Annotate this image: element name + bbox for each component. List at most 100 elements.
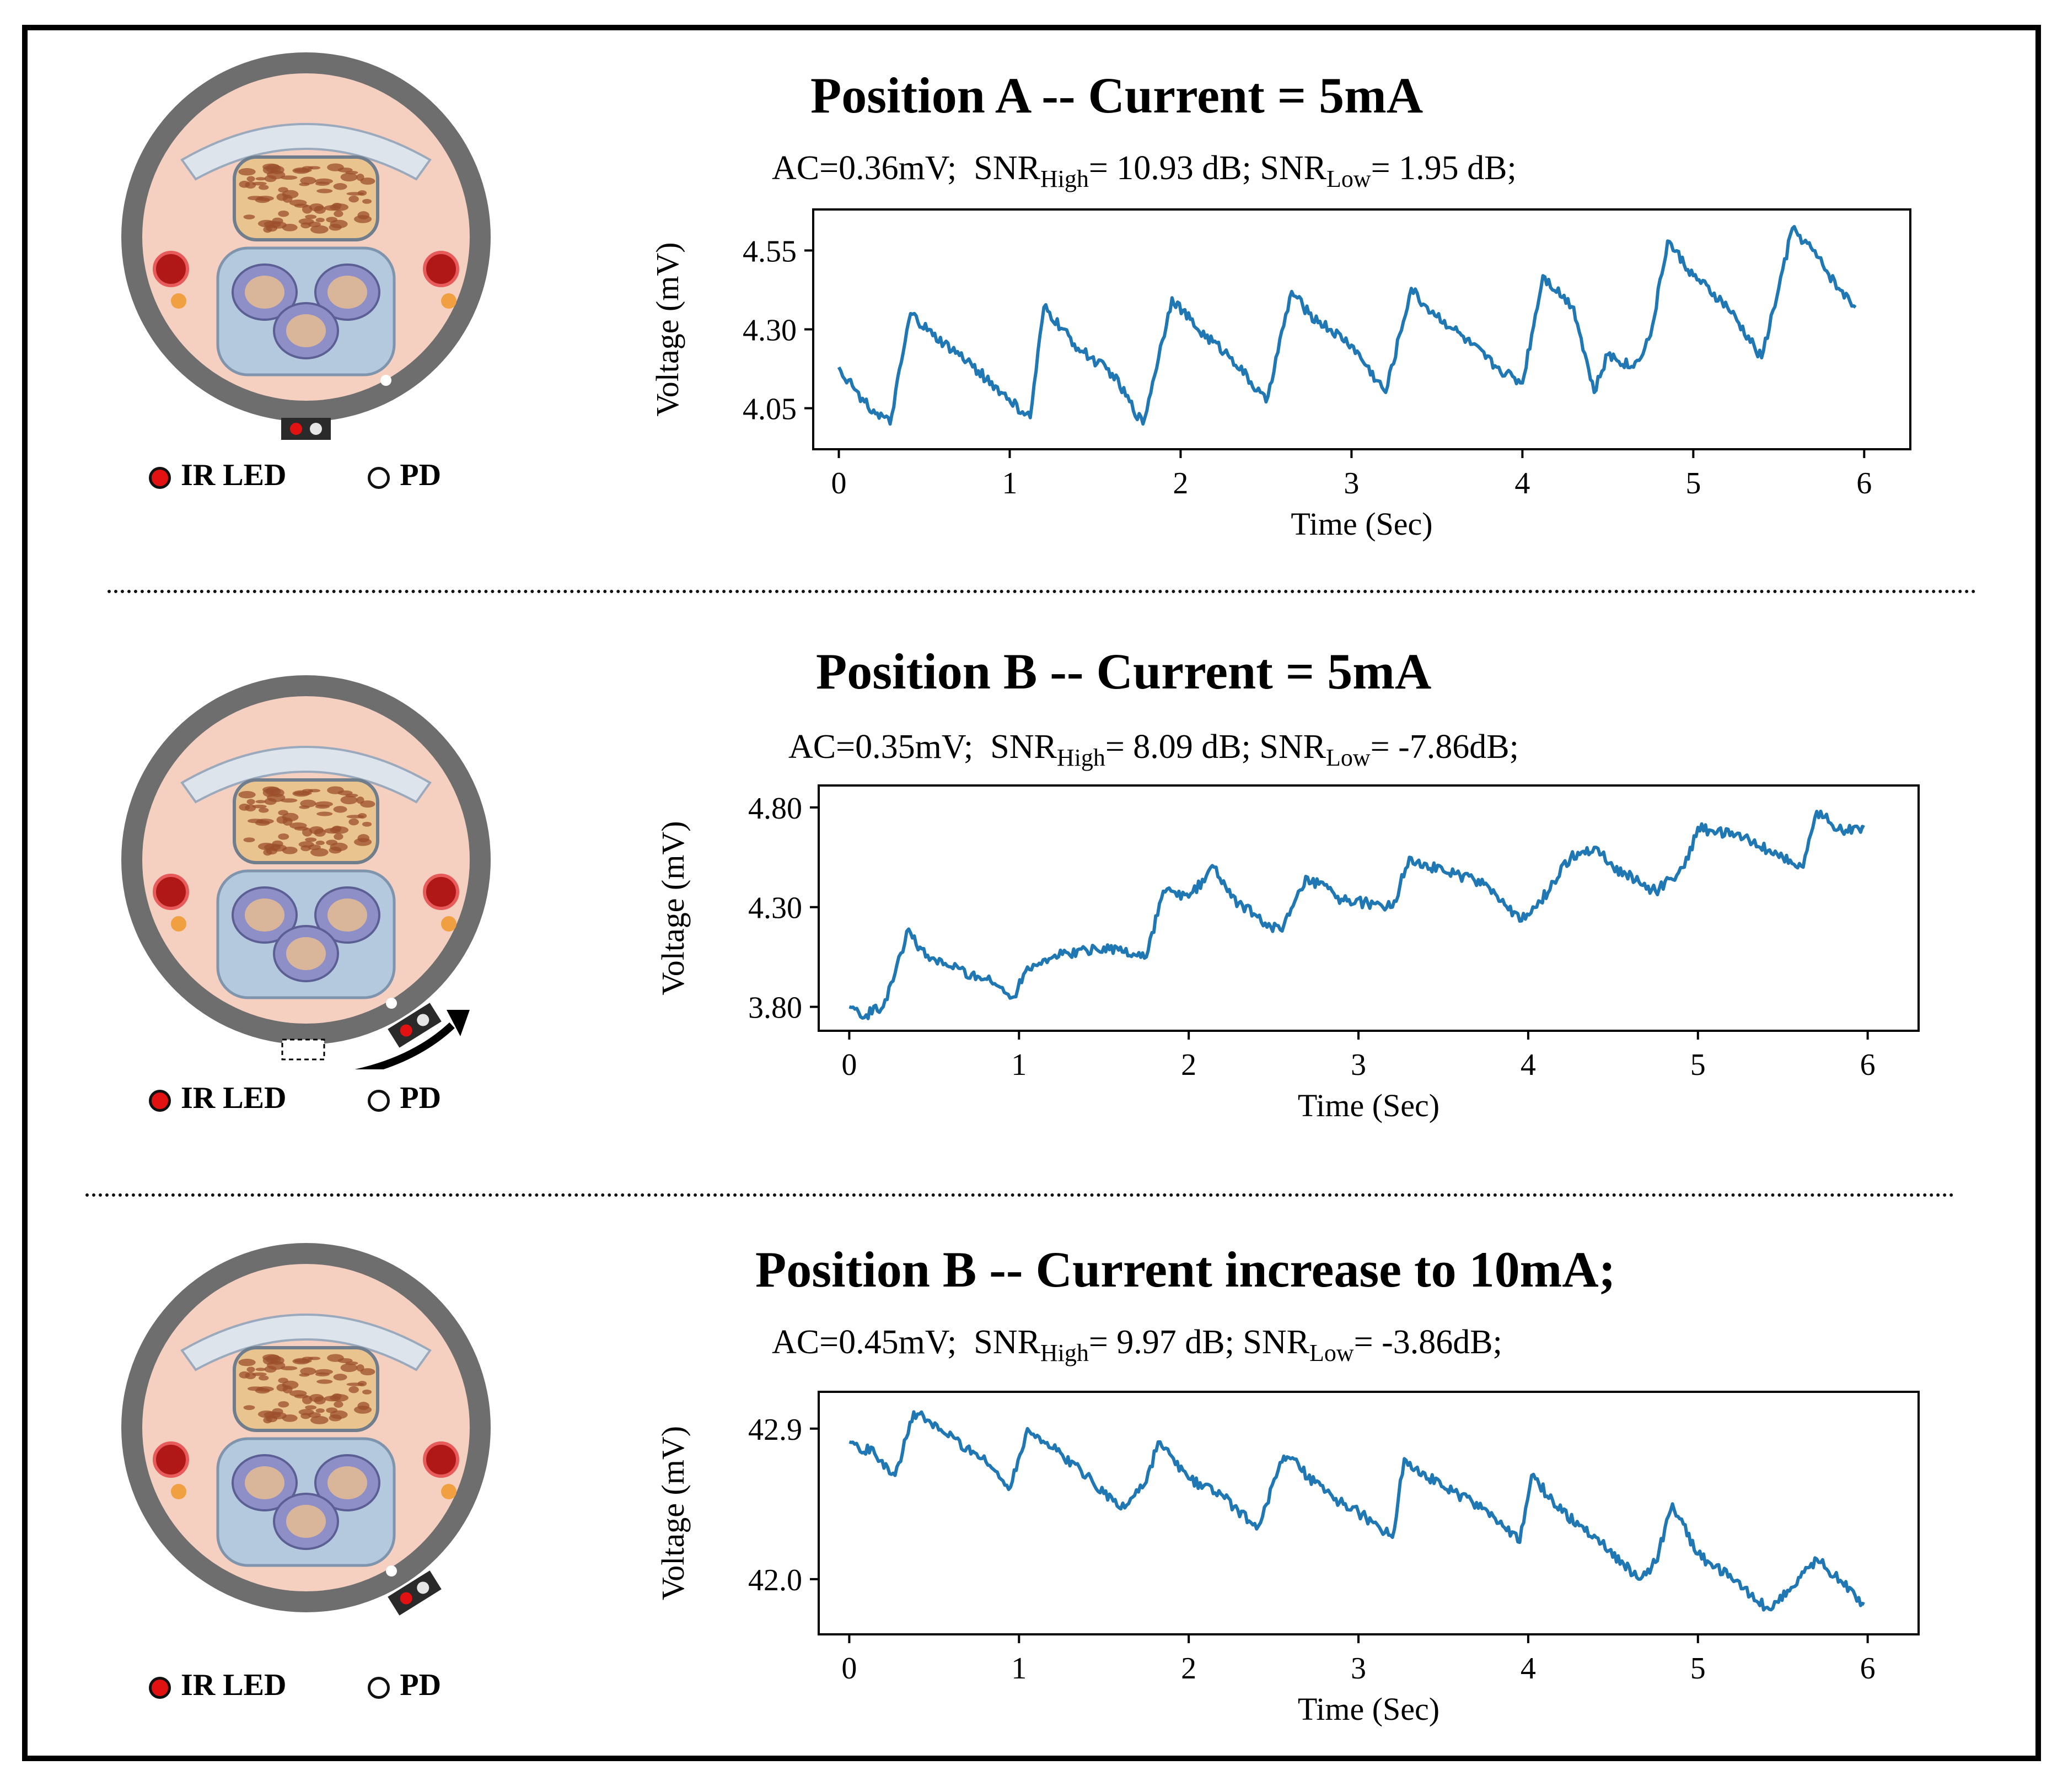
trabecular-texture-mark — [264, 175, 277, 182]
panel-2-title: Position B -- Current = 5mA — [816, 643, 1432, 699]
trabecular-texture-mark — [337, 167, 353, 173]
panel-3-legend: IR LED PD — [149, 1667, 441, 1703]
trabecular-texture-mark — [357, 1402, 370, 1411]
trabecular-texture-mark — [299, 805, 310, 809]
trabecular-texture-mark — [309, 1393, 324, 1402]
trabecular-texture-mark — [337, 1358, 353, 1363]
trabecular-texture-mark — [329, 1414, 342, 1422]
ir-led-icon — [400, 1024, 412, 1037]
sensor-module — [281, 418, 331, 440]
panel-2-ac: AC=0.35mV; — [788, 728, 974, 766]
trabecular-texture-mark — [247, 196, 264, 201]
panel-1-snr-low-sub: Low — [1326, 165, 1371, 192]
ir-led-legend-icon — [149, 467, 171, 489]
trabecular-texture-mark — [257, 842, 275, 851]
trabecular-texture-mark — [294, 826, 309, 831]
trabecular-texture-mark — [305, 1405, 317, 1410]
trabecular-texture-mark — [362, 198, 372, 204]
panel-1-snr-low-value: = 1.95 dB; — [1371, 149, 1517, 187]
plot-frame — [818, 1391, 1920, 1635]
trabecular-texture-mark — [332, 1393, 342, 1399]
trabecular-texture-mark — [263, 1417, 272, 1424]
divider-2 — [85, 1193, 1954, 1197]
trabecular-texture-mark — [333, 1374, 347, 1381]
trabecular-texture-mark — [298, 841, 314, 848]
trabecular-texture-mark — [298, 218, 314, 225]
trabecular-texture-mark — [348, 818, 359, 826]
trabecular-texture-mark — [245, 1372, 256, 1380]
nerve-shape — [441, 916, 456, 932]
panel-2-snr-high-value: = 8.09 dB; — [1105, 728, 1251, 766]
trabecular-texture-mark — [278, 187, 288, 193]
panel-2-metrics: AC=0.35mV; SNRHigh= 8.09 dB; SNRLow= -7.… — [788, 728, 1519, 772]
panel-2-snr-high-label: SNR — [990, 728, 1057, 766]
trabecular-texture-mark — [258, 808, 269, 813]
trabecular-texture-mark — [348, 1386, 359, 1393]
x-tick-label: 4 — [1521, 1651, 1536, 1686]
trabecular-texture-mark — [264, 1365, 277, 1373]
figure-frame — [22, 25, 2041, 1761]
trabecular-texture-mark — [243, 214, 255, 220]
arrow-head-icon — [447, 1010, 470, 1036]
photodiode-icon — [310, 423, 322, 435]
trabecular-texture-mark — [294, 1394, 309, 1398]
x-tick-label: 2 — [1173, 466, 1188, 501]
ppg-signal-line — [837, 225, 1857, 426]
trabecular-texture-mark — [298, 1409, 314, 1416]
panel-3-wrist-diagram — [121, 1243, 491, 1616]
x-tick-label: 0 — [831, 466, 846, 501]
panel-3-snr-high-value: = 9.97 dB; — [1088, 1323, 1234, 1361]
reference-dot — [386, 998, 397, 1009]
trabecular-texture-mark — [282, 195, 293, 203]
pd-legend-icon — [368, 1677, 390, 1699]
trabecular-texture-mark — [243, 1405, 255, 1411]
trabecular-texture-mark — [265, 1354, 281, 1364]
trabecular-texture-mark — [255, 1368, 266, 1371]
trabecular-texture-mark — [265, 787, 281, 796]
trabecular-texture-mark — [255, 177, 266, 181]
trabecular-texture-mark — [305, 837, 317, 842]
photodiode-icon — [417, 1581, 429, 1594]
artery-shape — [153, 251, 189, 287]
panel-1-snr-high-value: = 10.93 dB; — [1088, 149, 1251, 187]
panel-2-snr-low-sub: Low — [1325, 744, 1371, 771]
trabecular-texture-mark — [310, 848, 329, 857]
y-tick-label: 42.0 — [748, 1563, 802, 1597]
pd-legend-label: PD — [400, 1081, 442, 1115]
ppg-signal-line — [848, 1410, 1865, 1612]
trabecular-texture-mark — [315, 840, 325, 846]
sensor-housing — [388, 1003, 442, 1048]
x-tick-label: 3 — [1344, 466, 1359, 501]
trabecular-texture-mark — [238, 168, 256, 176]
panel-3-metrics: AC=0.45mV; SNRHigh= 9.97 dB; SNRLow= -3.… — [772, 1323, 1502, 1367]
trabecular-texture-mark — [309, 826, 324, 835]
trabecular-texture-mark — [272, 840, 283, 847]
trabecular-texture-mark — [329, 847, 342, 854]
trabecular-texture-mark — [264, 798, 277, 805]
trabecular-texture-mark — [362, 1389, 372, 1395]
trabecular-texture-mark — [258, 1375, 269, 1381]
trabecular-texture-mark — [315, 1369, 333, 1375]
previous-position-outline — [281, 1038, 325, 1061]
trabecular-texture-mark — [278, 1401, 289, 1408]
trabecular-texture-mark — [280, 175, 298, 180]
artery-shape — [423, 874, 459, 910]
trabecular-texture-mark — [340, 795, 358, 805]
trabecular-texture-mark — [316, 1379, 333, 1384]
trabecular-texture-mark — [332, 825, 342, 831]
trabecular-texture-mark — [332, 202, 342, 208]
trabecular-texture-mark — [245, 181, 256, 189]
trabecular-texture-mark — [263, 849, 272, 856]
trabecular-texture-mark — [278, 833, 289, 840]
trabecular-texture-mark — [333, 183, 347, 190]
tendon-core-shape — [286, 314, 326, 347]
trabecular-texture-mark — [334, 833, 343, 840]
trabecular-texture-mark — [333, 806, 347, 813]
ir-led-legend-label: IR LED — [181, 1668, 287, 1702]
x-tick-label: 0 — [841, 1048, 857, 1082]
trabecular-texture-mark — [334, 210, 343, 217]
trabecular-texture-mark — [265, 164, 281, 173]
trabecular-texture-mark — [243, 837, 255, 843]
